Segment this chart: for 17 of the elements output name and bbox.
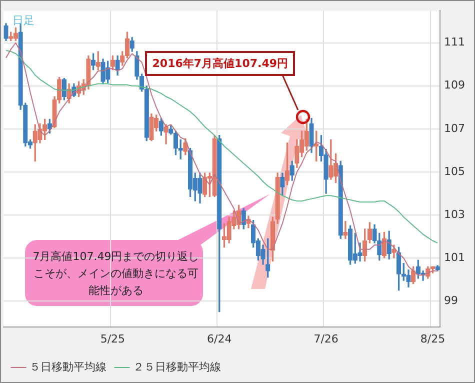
x-tick-label: 7/26 — [314, 332, 338, 346]
legend-label: ２５日移動平均線 — [133, 360, 221, 374]
annotation: 7月高値107.49円までの切り返しこそが、メインの値動きになる可能性がある — [32, 249, 200, 299]
y-tick-label: 107 — [444, 122, 466, 135]
y-tick-label: 101 — [444, 250, 466, 264]
x-tick-label: 5/25 — [100, 332, 126, 346]
y-tick-label: 109 — [444, 78, 466, 92]
legend-label: ５日移動平均線 — [30, 360, 106, 374]
y-tick-label: 105 — [444, 164, 466, 178]
annotation: 日足 — [12, 14, 35, 27]
candlestick — [343, 221, 348, 239]
y-tick-label: 111 — [444, 36, 466, 49]
y-tick-label: 99 — [444, 294, 458, 307]
annotation: 2016年7月高値107.49円 — [145, 51, 295, 76]
x-tick-label: 8/25 — [420, 332, 446, 346]
x-tick-label: 6/24 — [207, 332, 232, 346]
y-tick-label: 103 — [444, 208, 466, 221]
